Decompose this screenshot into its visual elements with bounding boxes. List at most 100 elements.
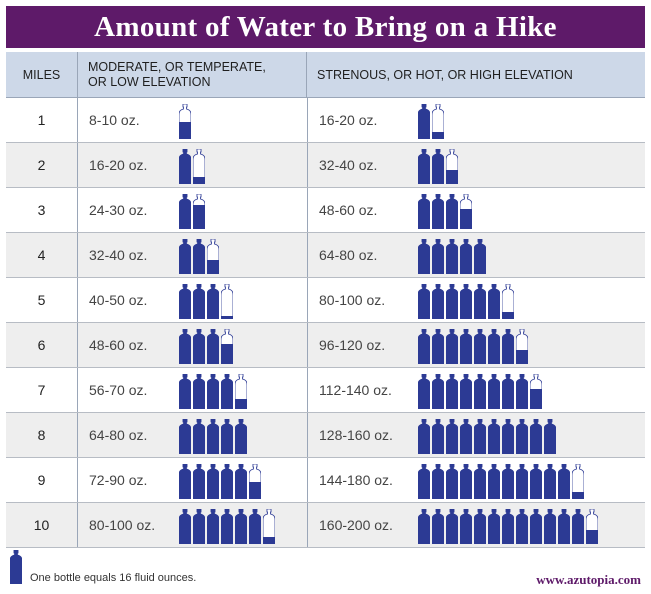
strenuous-bottles [418, 371, 542, 409]
water-table: MILES MODERATE, OR TEMPERATE, OR LOW ELE… [6, 52, 645, 548]
bottle-icon [530, 419, 542, 454]
bottle-icon [446, 509, 458, 544]
strenuous-bottles [418, 506, 598, 544]
moderate-cell: 56-70 oz. [78, 368, 308, 412]
moderate-bottles [179, 326, 233, 364]
bottle-icon [488, 419, 500, 454]
table-header-row: MILES MODERATE, OR TEMPERATE, OR LOW ELE… [6, 52, 645, 98]
bottle-icon [418, 149, 430, 184]
bottle-icon [460, 284, 472, 319]
bottle-icon [460, 239, 472, 274]
bottle-icon [418, 329, 430, 364]
moderate-bottles [179, 281, 233, 319]
miles-cell: 9 [6, 458, 78, 502]
bottle-icon [474, 284, 486, 319]
moderate-amount: 40-50 oz. [89, 292, 148, 308]
bottle-icon [418, 464, 430, 499]
bottle-icon [432, 239, 444, 274]
bottle-icon [179, 329, 191, 364]
bottle-icon [460, 464, 472, 499]
strenuous-bottles [418, 326, 528, 364]
bottle-icon [516, 374, 528, 409]
moderate-bottles [179, 416, 247, 454]
moderate-cell: 40-50 oz. [78, 278, 308, 322]
moderate-bottles [179, 461, 261, 499]
strenuous-cell: 128-160 oz. [308, 413, 645, 457]
moderate-cell: 16-20 oz. [78, 143, 308, 187]
bottle-icon [460, 329, 472, 364]
bottle-icon [488, 284, 500, 319]
bottle-icon [502, 464, 514, 499]
bottle-icon [474, 329, 486, 364]
bottle-icon [558, 509, 570, 544]
bottle-icon [474, 464, 486, 499]
bottle-icon [474, 374, 486, 409]
bottle-icon [249, 509, 261, 544]
bottle-icon [418, 419, 430, 454]
strenuous-cell: 64-80 oz. [308, 233, 645, 277]
bottle-icon [502, 284, 514, 319]
strenuous-cell: 160-200 oz. [308, 503, 645, 547]
bottle-icon [446, 149, 458, 184]
moderate-bottles [179, 191, 205, 229]
website-credit: www.azutopia.com [536, 572, 641, 587]
bottle-icon [446, 464, 458, 499]
bottle-icon [263, 509, 275, 544]
bottle-icon [418, 509, 430, 544]
moderate-cell: 80-100 oz. [78, 503, 308, 547]
bottle-icon [488, 329, 500, 364]
bottle-icon [432, 149, 444, 184]
bottle-icon [446, 284, 458, 319]
bottle-icon [418, 239, 430, 274]
bottle-icon [221, 284, 233, 319]
header-strenuous: STRENOUS, OR HOT, OR HIGH ELEVATION [317, 67, 573, 82]
bottle-icon [418, 374, 430, 409]
bottle-icon [193, 239, 205, 274]
bottle-icon [432, 374, 444, 409]
bottle-icon [516, 509, 528, 544]
bottle-icon [474, 419, 486, 454]
bottle-icon [460, 509, 472, 544]
bottle-icon [446, 194, 458, 229]
bottle-icon [221, 329, 233, 364]
bottle-icon [572, 464, 584, 499]
moderate-bottles [179, 506, 275, 544]
moderate-amount: 24-30 oz. [89, 202, 148, 218]
bottle-icon [235, 419, 247, 454]
table-row: 5 40-50 oz. 80-100 oz. [6, 278, 645, 323]
bottle-icon [179, 284, 191, 319]
page-title: Amount of Water to Bring on a Hike [6, 6, 645, 48]
bottle-icon [179, 149, 191, 184]
miles-cell: 8 [6, 413, 78, 457]
bottle-icon [207, 509, 219, 544]
header-moderate: MODERATE, OR TEMPERATE, OR LOW ELEVATION [78, 52, 307, 97]
bottle-icon [207, 419, 219, 454]
bottle-icon [544, 509, 556, 544]
bottle-icon [207, 464, 219, 499]
strenuous-bottles [418, 461, 584, 499]
moderate-bottles [179, 146, 205, 184]
bottle-icon [418, 104, 430, 139]
bottle-icon [558, 464, 570, 499]
miles-cell: 2 [6, 143, 78, 187]
moderate-cell: 24-30 oz. [78, 188, 308, 232]
legend-text: One bottle equals 16 fluid ounces. [30, 572, 197, 584]
bottle-icon [446, 239, 458, 274]
bottle-icon [432, 284, 444, 319]
bottle-icon [502, 419, 514, 454]
strenuous-bottles [418, 236, 486, 274]
bottle-icon [516, 329, 528, 364]
miles-cell: 5 [6, 278, 78, 322]
table-row: 4 32-40 oz. 64-80 oz. [6, 233, 645, 278]
miles-cell: 4 [6, 233, 78, 277]
bottle-icon [460, 374, 472, 409]
miles-cell: 3 [6, 188, 78, 232]
bottle-icon [179, 194, 191, 229]
bottle-icon [572, 509, 584, 544]
strenuous-amount: 144-180 oz. [319, 472, 393, 488]
bottle-icon [474, 239, 486, 274]
moderate-amount: 16-20 oz. [89, 157, 148, 173]
bottle-icon [474, 509, 486, 544]
bottle-icon [530, 464, 542, 499]
table-row: 3 24-30 oz. 48-60 oz. [6, 188, 645, 233]
